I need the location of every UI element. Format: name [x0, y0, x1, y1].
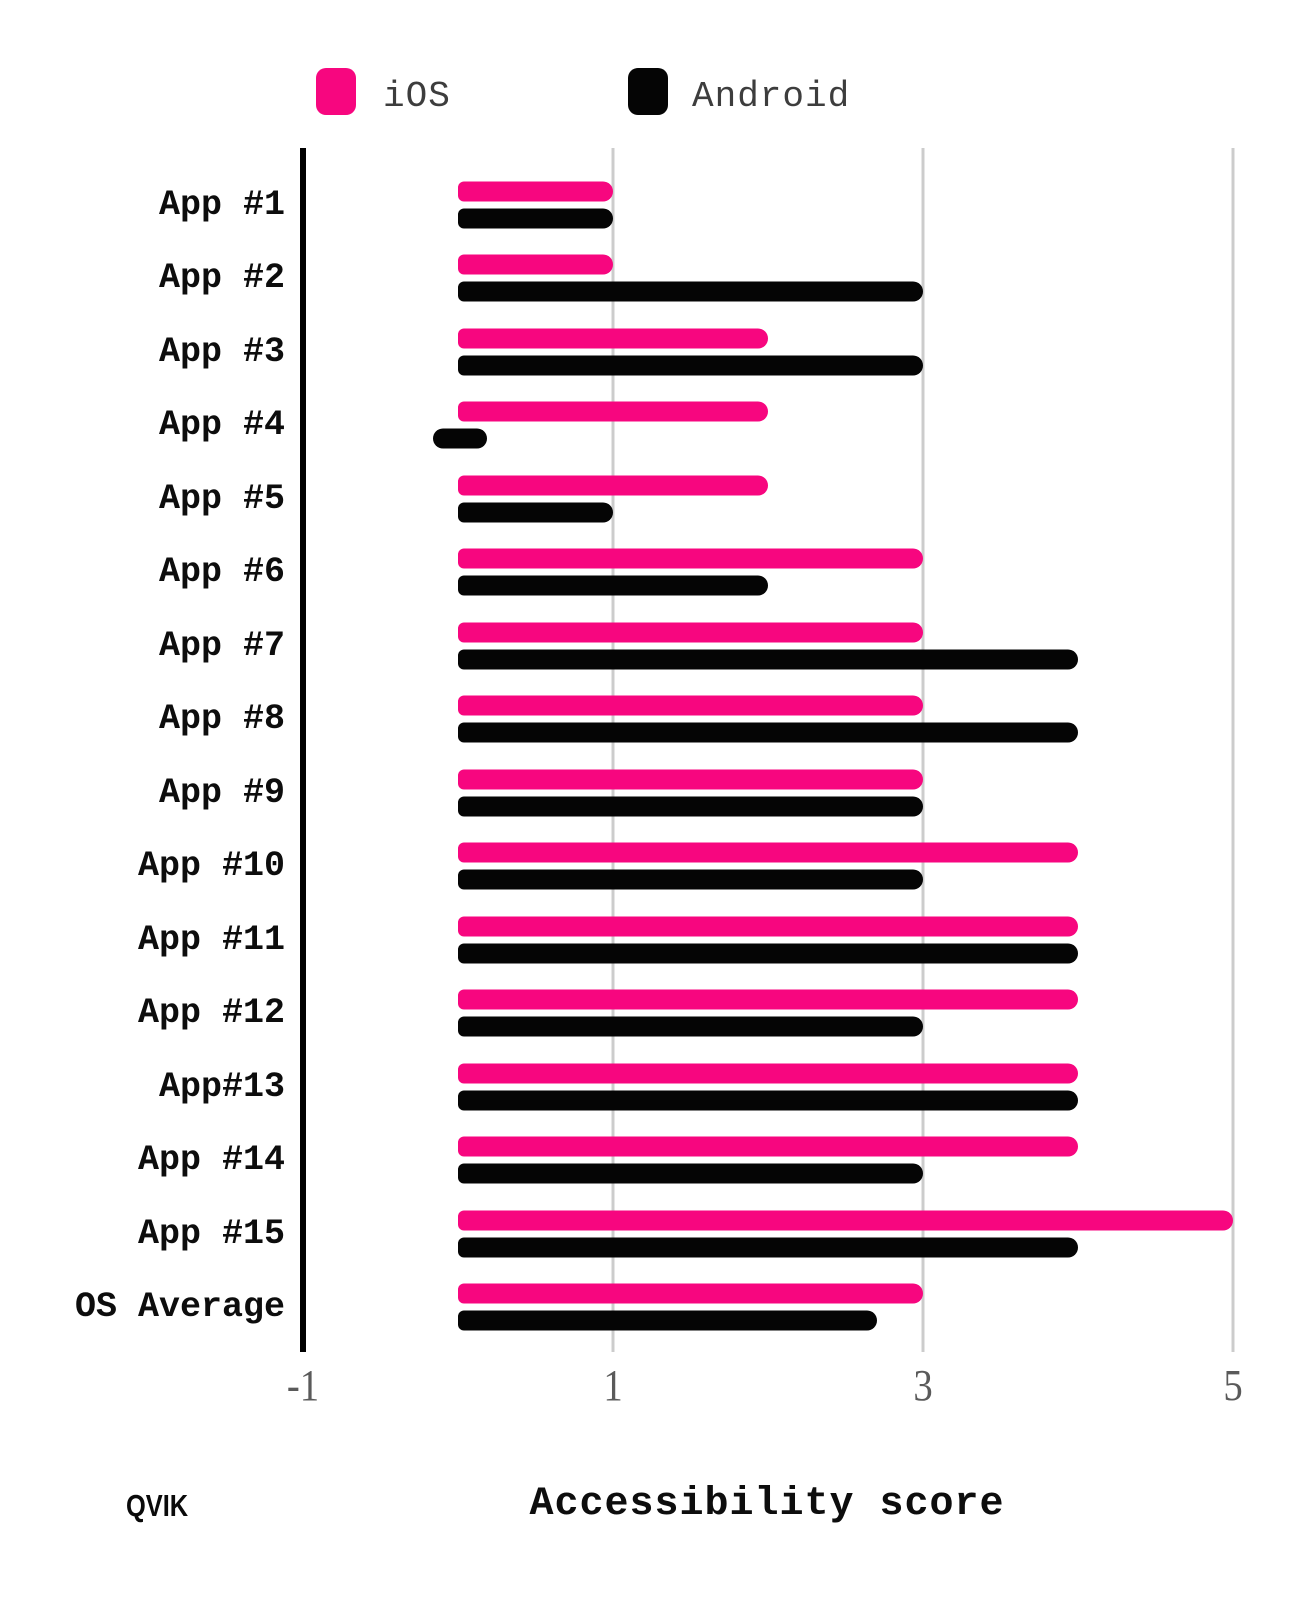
- android-legend-label: Android: [692, 76, 851, 117]
- category-label: App #3: [158, 331, 285, 372]
- chart-row: App #3: [0, 315, 1298, 389]
- android-bar: [458, 1090, 1078, 1111]
- chart-row: App#13: [0, 1050, 1298, 1124]
- ios-legend-swatch-icon: [316, 68, 356, 115]
- android-bar: [458, 355, 923, 376]
- category-label: App#13: [158, 1066, 285, 1107]
- ios-bar: [458, 254, 613, 275]
- ios-bar: [458, 181, 613, 202]
- ios-bar: [458, 842, 1078, 863]
- category-label: App #4: [158, 405, 285, 446]
- android-bar: [458, 796, 923, 817]
- bar-group: [303, 389, 1298, 463]
- bar-group: [303, 462, 1298, 536]
- ios-bar: [458, 1210, 1233, 1231]
- bar-group: [303, 756, 1298, 830]
- bar-group: [303, 1124, 1298, 1198]
- bar-group: [303, 315, 1298, 389]
- chart-row: App #1: [0, 168, 1298, 242]
- chart-row: App #2: [0, 242, 1298, 316]
- bar-group: [303, 242, 1298, 316]
- chart-row: App #11: [0, 903, 1298, 977]
- android-bar: [458, 869, 923, 890]
- y-axis-line: [300, 148, 306, 1352]
- category-label: App #10: [137, 846, 285, 887]
- category-label: App #5: [158, 478, 285, 519]
- chart-row: App #4: [0, 389, 1298, 463]
- chart-row: App #12: [0, 977, 1298, 1051]
- category-label: App #1: [158, 184, 285, 225]
- chart-row: App #5: [0, 462, 1298, 536]
- ios-bar: [458, 769, 923, 790]
- category-label: OS Average: [74, 1287, 285, 1328]
- category-label: App #12: [137, 993, 285, 1034]
- ios-bar: [458, 1063, 1078, 1084]
- chart-row: App #8: [0, 683, 1298, 757]
- bar-group: [303, 903, 1298, 977]
- android-bar: [458, 1016, 923, 1037]
- category-label: App #15: [137, 1213, 285, 1254]
- android-bar: [458, 1237, 1078, 1258]
- x-tick-label: -1: [286, 1361, 320, 1410]
- bar-group: [303, 977, 1298, 1051]
- x-axis-title: Accessibility score: [529, 1482, 1005, 1527]
- chart-row: App #10: [0, 830, 1298, 904]
- android-bar: [433, 428, 487, 449]
- gridline: [1231, 148, 1235, 1352]
- ios-bar: [458, 695, 923, 716]
- category-label: App #9: [158, 772, 285, 813]
- chart-row: App #9: [0, 756, 1298, 830]
- android-bar: [458, 575, 768, 596]
- bar-group: [303, 1271, 1298, 1345]
- x-tick-label: 5: [1223, 1361, 1243, 1410]
- android-bar: [458, 1163, 923, 1184]
- ios-bar: [458, 475, 768, 496]
- category-label: App #11: [137, 919, 285, 960]
- android-bar: [458, 281, 923, 302]
- bar-group: [303, 1197, 1298, 1271]
- x-axis-ticks: -1 1 3 5: [287, 1361, 1298, 1412]
- bar-group: [303, 1050, 1298, 1124]
- ios-bar: [458, 548, 923, 569]
- gridline: [921, 148, 925, 1352]
- bar-group: [303, 609, 1298, 683]
- bar-group: [303, 683, 1298, 757]
- android-bar: [458, 649, 1078, 670]
- bar-group: [303, 830, 1298, 904]
- chart-row: App #6: [0, 536, 1298, 610]
- chart-row: OS Average: [0, 1271, 1298, 1345]
- gridline: [611, 148, 615, 1352]
- ios-bar: [458, 401, 768, 422]
- bar-group: [303, 168, 1298, 242]
- android-legend-swatch-icon: [628, 68, 668, 115]
- ios-bar: [458, 1283, 923, 1304]
- x-tick-label: 1: [603, 1361, 623, 1410]
- qvik-logo: QVIK: [126, 1488, 189, 1523]
- bar-rows: App #1 App #2 App #3 App #4 App #5 App #6 App …: [0, 148, 1298, 1352]
- android-bar: [458, 502, 613, 523]
- ios-bar: [458, 989, 1078, 1010]
- chart-row: App #14: [0, 1124, 1298, 1198]
- x-tick-label: 3: [913, 1361, 933, 1410]
- android-bar: [458, 1310, 877, 1331]
- category-label: App #8: [158, 699, 285, 740]
- category-label: App #14: [137, 1140, 285, 1181]
- category-label: App #7: [158, 625, 285, 666]
- chart-row: App #15: [0, 1197, 1298, 1271]
- category-label: App #6: [158, 552, 285, 593]
- ios-bar: [458, 328, 768, 349]
- plot-area: [300, 148, 1298, 1352]
- ios-bar: [458, 622, 923, 643]
- android-bar: [458, 943, 1078, 964]
- android-bar: [458, 208, 613, 229]
- category-label: App #2: [158, 258, 285, 299]
- bar-group: [303, 536, 1298, 610]
- android-bar: [458, 722, 1078, 743]
- ios-legend-label: iOS: [383, 76, 451, 117]
- ios-bar: [458, 916, 1078, 937]
- chart-row: App #7: [0, 609, 1298, 683]
- ios-bar: [458, 1136, 1078, 1157]
